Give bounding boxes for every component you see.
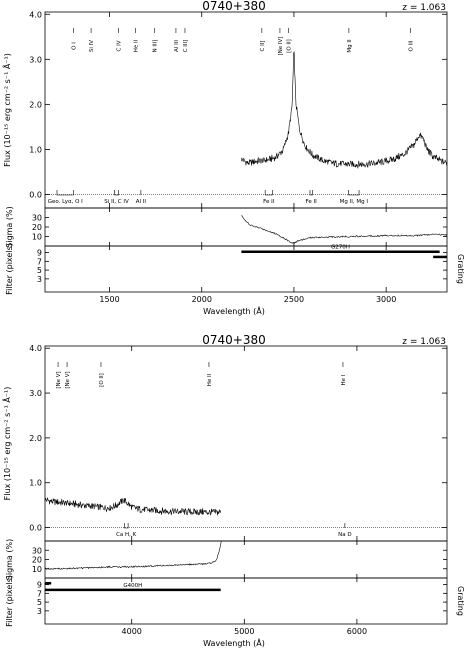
filter-tick-label: 9 <box>37 249 42 258</box>
flux-tick-label: 2.0 <box>29 100 42 109</box>
x-tick-label: 2000 <box>192 295 212 304</box>
absorption-line-label: Si II, C IV <box>104 199 129 205</box>
sigma-tick-label: 30 <box>32 546 42 555</box>
absorption-line-label: Ca H, K <box>116 532 137 538</box>
flux-tick-label: 3.0 <box>29 389 42 398</box>
absorption-line-label: Al II <box>136 199 147 205</box>
absorption-line-label: Fe II <box>306 199 318 205</box>
emission-line-label: C II] <box>260 41 266 52</box>
filter-tick-label: 9 <box>37 581 42 590</box>
emission-line-label: O III <box>409 40 415 51</box>
sigma-tick-label: 10 <box>32 233 42 242</box>
filter-tick-label: 7 <box>37 257 42 266</box>
flux-axis-label: Flux (10⁻¹⁵ erg cm⁻² s⁻¹ Å⁻¹) <box>1 387 12 501</box>
filter-tick-label: 5 <box>37 266 42 275</box>
filter-axis-label: Filter (pixels) <box>5 243 14 295</box>
chart-title: 0740+380 <box>202 333 266 347</box>
emission-line-label: Mg II <box>347 39 353 53</box>
emission-line-label: O I <box>72 42 78 50</box>
absorption-line-label: Na D <box>338 532 351 538</box>
spectrum-line <box>44 497 221 516</box>
grating-axis-label: Grating <box>456 254 465 284</box>
x-tick-label: 3000 <box>376 295 396 304</box>
sigma-line <box>241 215 448 245</box>
emission-line-label: He I <box>341 374 347 385</box>
flux-tick-label: 4.0 <box>29 10 42 19</box>
flux-panel-frame <box>44 345 448 542</box>
flux-tick-label: 3.0 <box>29 55 42 64</box>
emission-line-label: He II <box>207 373 213 386</box>
x-tick-label: 6000 <box>347 627 367 636</box>
x-tick-label: 5000 <box>234 627 254 636</box>
flux-tick-label: 1.0 <box>29 145 42 154</box>
flux-axis-label: Flux (10⁻¹⁵ erg cm⁻² s⁻¹ Å⁻¹) <box>1 53 12 167</box>
filter-tick-label: 5 <box>37 598 42 607</box>
sigma-panel-frame <box>44 207 448 247</box>
sigma-tick-label: 10 <box>32 565 42 574</box>
emission-line-label: C III] <box>183 40 189 53</box>
absorption-line-label: Geo. Lyα, O I <box>48 199 83 205</box>
sigma-axis-label: Sigma (%) <box>5 206 14 247</box>
flux-tick-label: 1.0 <box>29 479 42 488</box>
redshift-label: z = 1.063 <box>402 3 446 13</box>
x-tick-label: 1500 <box>99 295 119 304</box>
x-tick-label: 2500 <box>284 295 304 304</box>
filter-tick-label: 7 <box>37 589 42 598</box>
sigma-tick-label: 20 <box>32 556 42 565</box>
emission-line-label: [Ne IV] <box>278 37 284 56</box>
chart-title: 0740+380 <box>202 0 266 13</box>
emission-line-label: N III] <box>153 40 159 53</box>
flux-tick-label: 4.0 <box>29 344 42 353</box>
grating-label: G400H <box>123 583 142 589</box>
flux-tick-label: 0.0 <box>29 524 42 533</box>
sigma-tick-label: 20 <box>32 223 42 232</box>
absorption-marker <box>309 190 313 196</box>
emission-line-label: Al III <box>174 40 180 52</box>
grating-axis-label: Grating <box>456 586 465 616</box>
spectrum-panel-1: 0740+380 z = 1.063 0.0 1.0 2.0 3.0 4.0 Flux (10… <box>1 0 465 316</box>
absorption-marker <box>114 190 119 196</box>
emission-line-label: He II <box>133 39 139 52</box>
sigma-panel-frame <box>44 540 448 579</box>
spectrum-panel-2: 0740+380 z = 1.063 0.0 1.0 2.0 3.0 4.0 Flux (10… <box>1 333 465 648</box>
absorption-marker <box>123 523 129 529</box>
grating-label: G270H <box>331 245 350 251</box>
filter-panel-frame <box>44 577 448 625</box>
sigma-tick-label: 30 <box>32 214 42 223</box>
filter-tick-label: 3 <box>37 607 42 616</box>
filter-panel-frame <box>44 245 448 293</box>
spectrum-line <box>241 51 448 169</box>
emission-line-label: C IV <box>117 40 123 51</box>
flux-tick-label: 2.0 <box>29 434 42 443</box>
flux-panel-frame <box>44 11 448 209</box>
absorption-marker <box>348 190 360 196</box>
emission-line-label: [Ne V] <box>65 371 71 388</box>
emission-line-label: Si IV <box>89 40 95 52</box>
emission-line-label: [Ne V] <box>56 371 62 388</box>
absorption-line-label: Fe II <box>263 199 275 205</box>
sigma-line <box>44 541 222 570</box>
x-axis-label: Wavelength (Å) <box>203 305 265 316</box>
filter-axis-label: Filter (pixels) <box>5 575 14 627</box>
sigma-axis-label: Sigma (%) <box>5 539 14 580</box>
absorption-line-label: Mg II, Mg I <box>340 199 369 205</box>
x-tick-label: 4000 <box>122 627 142 636</box>
filter-tick-label: 3 <box>37 275 42 284</box>
redshift-label: z = 1.063 <box>402 337 446 347</box>
x-axis-label: Wavelength (Å) <box>203 637 265 648</box>
emission-line-label: [O II] <box>287 39 293 53</box>
absorption-marker <box>264 190 273 196</box>
flux-tick-label: 0.0 <box>29 190 42 199</box>
emission-line-label: [O II] <box>99 373 105 387</box>
absorption-marker <box>56 190 74 196</box>
